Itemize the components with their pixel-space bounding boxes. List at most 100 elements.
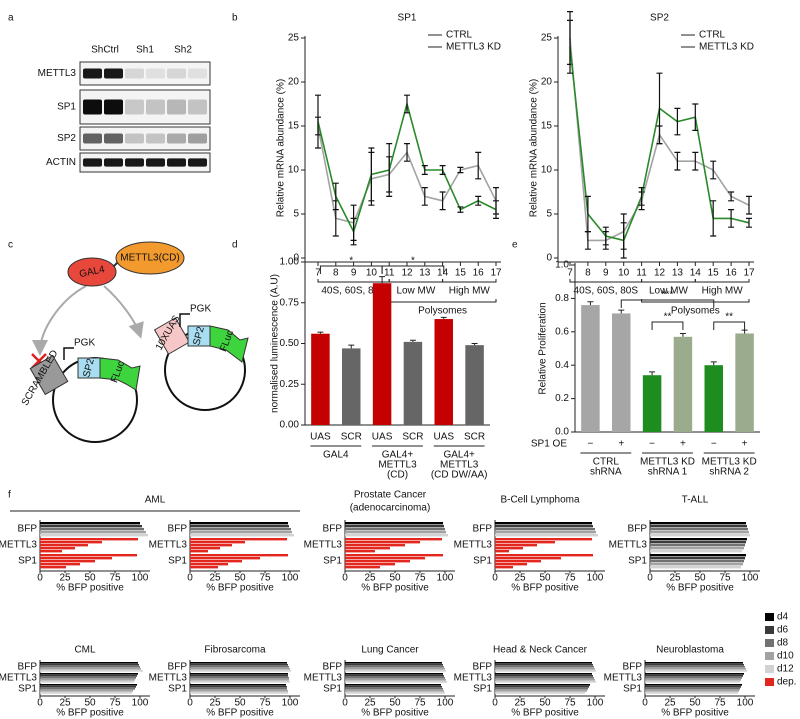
- panel-title: Neuroblastoma: [656, 645, 724, 656]
- bar: [495, 534, 598, 537]
- panel-title: (adenocarcinoma): [350, 503, 431, 514]
- bar: [190, 557, 260, 560]
- bar: [190, 692, 288, 694]
- bar: [645, 675, 743, 677]
- bar: [40, 544, 88, 547]
- significance-bracket: [713, 321, 746, 330]
- gene-label: SP2: [81, 357, 97, 379]
- bar: [345, 541, 420, 544]
- bar: [704, 365, 723, 432]
- category-label: SP1: [473, 556, 492, 567]
- bar: [190, 534, 294, 537]
- band: [104, 68, 123, 79]
- x-tick-label: 100: [587, 573, 604, 584]
- reporter-arrow: [99, 357, 141, 391]
- bar: [650, 563, 743, 566]
- band: [83, 99, 102, 115]
- bar: [190, 666, 289, 668]
- bar: [40, 668, 141, 670]
- group-bracket: [569, 279, 643, 283]
- x-axis-label: % BFP positive: [361, 583, 429, 594]
- bar: [345, 686, 442, 688]
- x-tick-label: 25: [664, 698, 676, 709]
- bar: [345, 563, 395, 566]
- site-box: [153, 317, 191, 355]
- bar: [311, 333, 330, 425]
- bar: [650, 557, 745, 560]
- bar: [190, 538, 287, 541]
- error-bar: [457, 206, 464, 213]
- x-tick-label: 50: [84, 573, 96, 584]
- bar: [372, 283, 392, 425]
- category-label: SP1: [323, 556, 342, 567]
- x-tick-label: 14: [690, 268, 702, 279]
- arrow: [32, 285, 87, 356]
- x-tick-label: 8: [333, 268, 339, 279]
- x-tick-label: 50: [539, 698, 551, 709]
- bar: [345, 692, 445, 694]
- error-bar: [584, 195, 591, 233]
- bar: [40, 528, 144, 531]
- x-tick-label: SCR: [402, 432, 423, 443]
- x-tick-label: 0: [647, 573, 653, 584]
- bar: [190, 554, 288, 557]
- bar: [40, 557, 112, 560]
- bar: [40, 673, 138, 675]
- bar: [190, 677, 289, 679]
- column-label: ShCtrl: [91, 45, 119, 56]
- blot-frame: [79, 152, 211, 173]
- category-label: METTL3: [609, 540, 648, 551]
- x-tick-label: 25: [514, 573, 526, 584]
- site-box: [29, 354, 69, 396]
- bar: [495, 560, 541, 563]
- bar: [40, 554, 137, 557]
- bar: [495, 686, 589, 688]
- x-tick-label: 13: [672, 268, 684, 279]
- y-tick-label: 0.8: [555, 293, 569, 304]
- bar: [345, 538, 442, 541]
- significance-label: **: [725, 312, 733, 323]
- bar: [645, 686, 741, 688]
- bar: [465, 345, 484, 425]
- x-tick-label: 10: [366, 268, 378, 279]
- gal4-domain: [67, 257, 117, 287]
- error-bar: [348, 344, 355, 349]
- bar: [650, 538, 747, 541]
- group-label: (CD): [387, 470, 408, 481]
- y-tick-label: 25: [541, 33, 553, 44]
- band: [188, 99, 207, 115]
- error-bar: [656, 72, 663, 145]
- blot-frame: [79, 61, 211, 86]
- x-tick-label: 11: [384, 268, 395, 279]
- bar: [345, 544, 405, 547]
- bar: [40, 662, 138, 664]
- category-label: BFP: [473, 524, 493, 535]
- category-label: METTL3: [0, 673, 37, 684]
- bar: [495, 679, 595, 681]
- bar: [40, 681, 134, 683]
- band: [146, 99, 165, 115]
- x-tick-label: 0: [187, 698, 193, 709]
- bar: [495, 690, 587, 692]
- error-bar: [602, 226, 609, 246]
- legend-label: d4: [777, 612, 789, 623]
- x-axis-label: % BFP positive: [206, 583, 274, 594]
- x-tick-label: 75: [564, 698, 576, 709]
- bar: [495, 664, 593, 666]
- panel-title: Prostate Cancer: [354, 490, 427, 501]
- bar: [434, 319, 453, 425]
- y-tick-label: 15: [541, 121, 553, 132]
- error-bar: [421, 187, 428, 206]
- x-tick-label: 25: [59, 573, 71, 584]
- bar: [650, 547, 744, 550]
- band: [167, 158, 186, 167]
- group-label: (CD DW/AA): [431, 470, 488, 481]
- y-tick-label: 5: [546, 209, 552, 220]
- bar: [190, 681, 290, 683]
- group-label: METTL3: [440, 460, 479, 471]
- category-label: SP1: [473, 684, 492, 695]
- category-label: BFP: [323, 524, 343, 535]
- arrow: [103, 285, 144, 339]
- bar: [345, 534, 448, 537]
- category-label: METTL3: [604, 673, 643, 684]
